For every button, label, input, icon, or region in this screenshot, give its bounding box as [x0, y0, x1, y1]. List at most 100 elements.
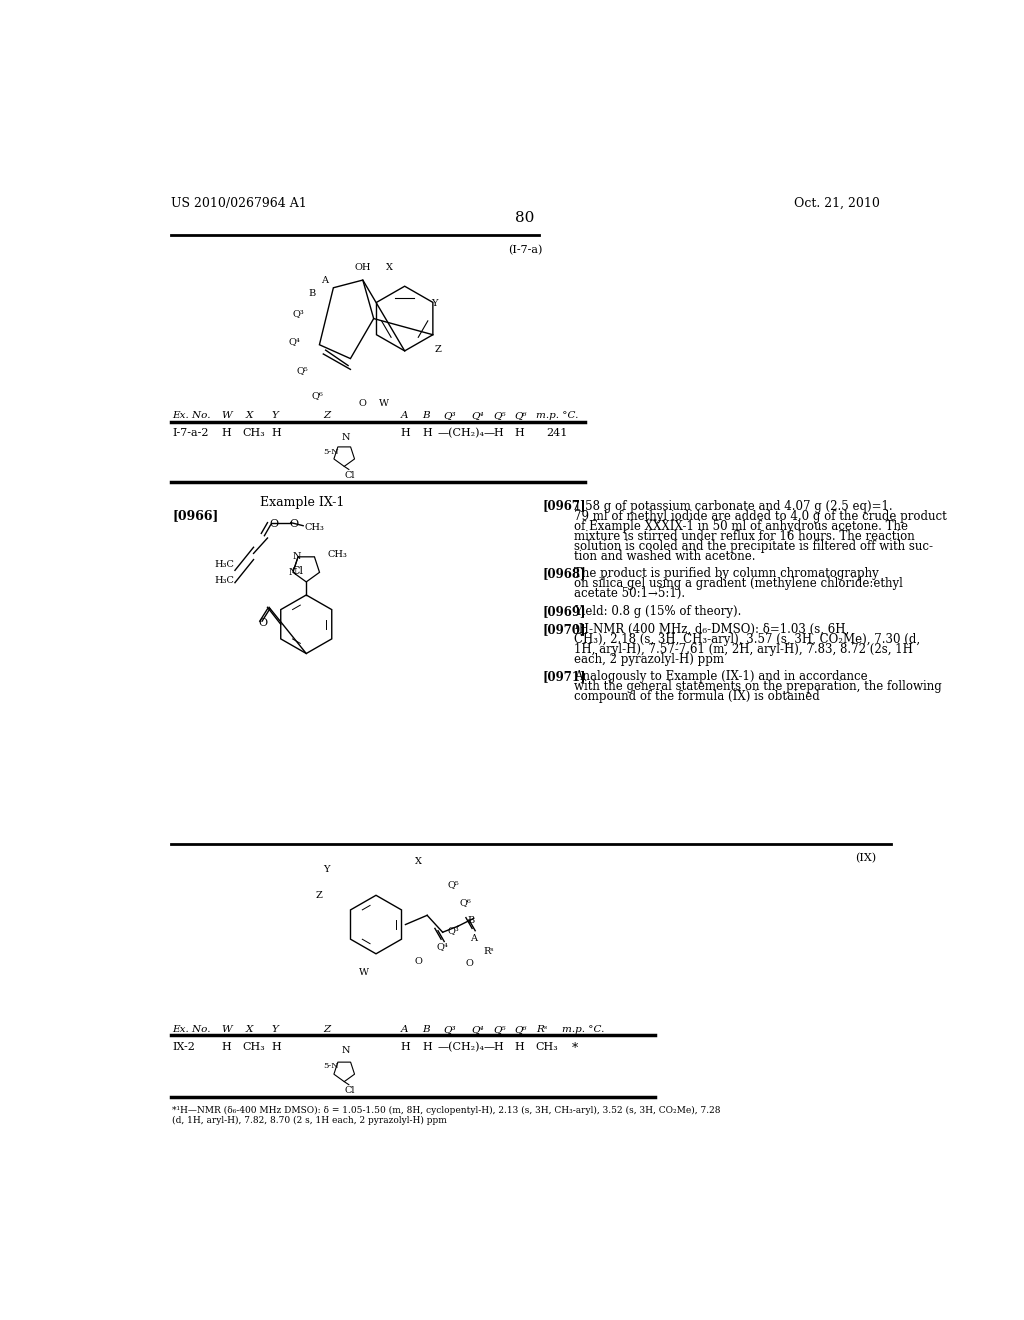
- Text: H: H: [494, 428, 504, 438]
- Text: B: B: [308, 289, 315, 297]
- Text: H: H: [221, 428, 230, 438]
- Text: Rˢ: Rˢ: [483, 946, 494, 956]
- Text: H: H: [423, 428, 432, 438]
- Text: Q⁶: Q⁶: [514, 1024, 526, 1034]
- Text: H: H: [400, 1041, 411, 1052]
- Text: (I-7-a): (I-7-a): [508, 244, 542, 255]
- Text: A: A: [400, 411, 409, 420]
- Text: B: B: [423, 411, 430, 420]
- Text: ¹H-NMR (400 MHz, d₆-DMSO): δ=1.03 (s, 6H,: ¹H-NMR (400 MHz, d₆-DMSO): δ=1.03 (s, 6H…: [573, 623, 849, 636]
- Text: 241: 241: [547, 428, 568, 438]
- Text: H: H: [221, 1041, 230, 1052]
- Text: H₃C: H₃C: [215, 561, 234, 569]
- Text: A: A: [321, 276, 328, 285]
- Text: tion and washed with acetone.: tion and washed with acetone.: [573, 549, 755, 562]
- Text: H: H: [494, 1041, 504, 1052]
- Text: Cl: Cl: [344, 1086, 354, 1096]
- Text: on silica gel using a gradient (methylene chloride:ethyl: on silica gel using a gradient (methylen…: [573, 577, 902, 590]
- Text: 1H, aryl-H), 7.57-7.61 (m, 2H, aryl-H), 7.83, 8.72 (2s, 1H: 1H, aryl-H), 7.57-7.61 (m, 2H, aryl-H), …: [573, 643, 912, 656]
- Text: Z: Z: [434, 345, 441, 354]
- Text: [0969]: [0969]: [543, 605, 586, 618]
- Text: O: O: [258, 618, 267, 628]
- Text: O: O: [269, 519, 279, 529]
- Text: Q⁵: Q⁵: [297, 366, 308, 375]
- Text: [0967]: [0967]: [543, 499, 586, 512]
- Text: The product is purified by column chromatography: The product is purified by column chroma…: [573, 568, 879, 581]
- Text: each, 2 pyrazolyl-H) ppm: each, 2 pyrazolyl-H) ppm: [573, 653, 724, 665]
- Text: CH₃: CH₃: [242, 1041, 264, 1052]
- Text: US 2010/0267964 A1: US 2010/0267964 A1: [171, 197, 306, 210]
- Text: m.p. °C.: m.p. °C.: [562, 1024, 604, 1034]
- Text: Z: Z: [315, 891, 323, 900]
- Text: O: O: [289, 519, 298, 529]
- Text: Cl: Cl: [292, 566, 304, 576]
- Text: —(CH₂)₄—: —(CH₂)₄—: [438, 428, 496, 438]
- Text: B: B: [467, 916, 475, 925]
- Text: O: O: [415, 957, 423, 966]
- Text: *¹H—NMR (δ₆-400 MHz DMSO): δ = 1.05-1.50 (m, 8H, cyclopentyl-H), 2.13 (s, 3H, CH: *¹H—NMR (δ₆-400 MHz DMSO): δ = 1.05-1.50…: [172, 1106, 721, 1115]
- Text: m.p. °C.: m.p. °C.: [537, 411, 579, 420]
- Text: H: H: [271, 1041, 282, 1052]
- Text: IX-2: IX-2: [172, 1041, 195, 1052]
- Text: Z: Z: [324, 411, 331, 420]
- Text: Q⁵: Q⁵: [494, 411, 507, 420]
- Text: Y: Y: [431, 298, 437, 308]
- Text: N: N: [341, 433, 349, 441]
- Text: Oct. 21, 2010: Oct. 21, 2010: [794, 197, 880, 210]
- Text: O: O: [358, 399, 367, 408]
- Text: Yield: 0.8 g (15% of theory).: Yield: 0.8 g (15% of theory).: [573, 605, 741, 618]
- Text: W: W: [359, 968, 369, 977]
- Text: CH₃), 2.18 (s, 3H, CH₃-aryl), 3.57 (s, 3H, CO₂Me), 7.30 (d,: CH₃), 2.18 (s, 3H, CH₃-aryl), 3.57 (s, 3…: [573, 632, 920, 645]
- Text: [0970]: [0970]: [543, 623, 586, 636]
- Text: W: W: [379, 399, 389, 408]
- Text: N: N: [289, 568, 297, 577]
- Text: [0971]: [0971]: [543, 671, 586, 684]
- Text: X: X: [386, 263, 392, 272]
- Text: 1.58 g of potassium carbonate and 4.07 g (2.5 eq)=1.: 1.58 g of potassium carbonate and 4.07 g…: [573, 499, 892, 512]
- Text: I-7-a-2: I-7-a-2: [172, 428, 209, 438]
- Text: CH₃: CH₃: [328, 550, 348, 560]
- Text: Q⁴: Q⁴: [289, 337, 300, 346]
- Text: CH₃: CH₃: [535, 1041, 558, 1052]
- Text: (IX): (IX): [855, 853, 877, 863]
- Text: solution is cooled and the precipitate is filtered off with suc-: solution is cooled and the precipitate i…: [573, 540, 933, 553]
- Text: 79 ml of methyl iodide are added to 4.0 g of the crude product: 79 ml of methyl iodide are added to 4.0 …: [573, 510, 946, 523]
- Text: CH₃: CH₃: [305, 523, 325, 532]
- Text: Example IX-1: Example IX-1: [260, 496, 344, 508]
- Text: H₃C: H₃C: [215, 576, 234, 585]
- Text: —(CH₂)₄—: —(CH₂)₄—: [438, 1041, 496, 1052]
- Text: acetate 50:1→5:1).: acetate 50:1→5:1).: [573, 587, 685, 601]
- Text: 5-N: 5-N: [324, 1061, 339, 1069]
- Text: (d, 1H, aryl-H), 7.82, 8.70 (2 s, 1H each, 2 pyrazolyl-H) ppm: (d, 1H, aryl-H), 7.82, 8.70 (2 s, 1H eac…: [172, 1115, 447, 1125]
- Text: O: O: [465, 958, 473, 968]
- Text: *: *: [572, 1041, 579, 1055]
- Text: Q⁵: Q⁵: [447, 880, 459, 888]
- Text: A: A: [471, 935, 477, 942]
- Text: X: X: [246, 411, 253, 420]
- Text: H: H: [514, 428, 523, 438]
- Text: Q³: Q³: [293, 309, 304, 318]
- Text: N: N: [292, 552, 301, 561]
- Text: Q³: Q³: [447, 927, 459, 935]
- Text: Rˢ: Rˢ: [537, 1024, 548, 1034]
- Text: A: A: [400, 1024, 409, 1034]
- Text: [0968]: [0968]: [543, 568, 586, 581]
- Text: Q³: Q³: [443, 411, 456, 420]
- Text: with the general statements on the preparation, the following: with the general statements on the prepa…: [573, 681, 941, 693]
- Text: Q⁵: Q⁵: [494, 1024, 507, 1034]
- Text: B: B: [423, 1024, 430, 1034]
- Text: Q⁶: Q⁶: [460, 899, 472, 907]
- Text: Analogously to Example (IX-1) and in accordance: Analogously to Example (IX-1) and in acc…: [573, 671, 867, 684]
- Text: Q⁶: Q⁶: [514, 411, 526, 420]
- Text: CH₃: CH₃: [242, 428, 264, 438]
- Text: N: N: [341, 1047, 349, 1055]
- Text: Y: Y: [324, 865, 330, 874]
- Text: Y: Y: [271, 411, 279, 420]
- Text: of Example XXXIX-1 in 50 ml of anhydrous acetone. The: of Example XXXIX-1 in 50 ml of anhydrous…: [573, 520, 907, 532]
- Text: H: H: [514, 1041, 523, 1052]
- Text: 80: 80: [515, 211, 535, 224]
- Text: X: X: [246, 1024, 253, 1034]
- Text: Cl: Cl: [344, 471, 354, 480]
- Text: OH: OH: [354, 263, 371, 272]
- Text: W: W: [221, 1024, 231, 1034]
